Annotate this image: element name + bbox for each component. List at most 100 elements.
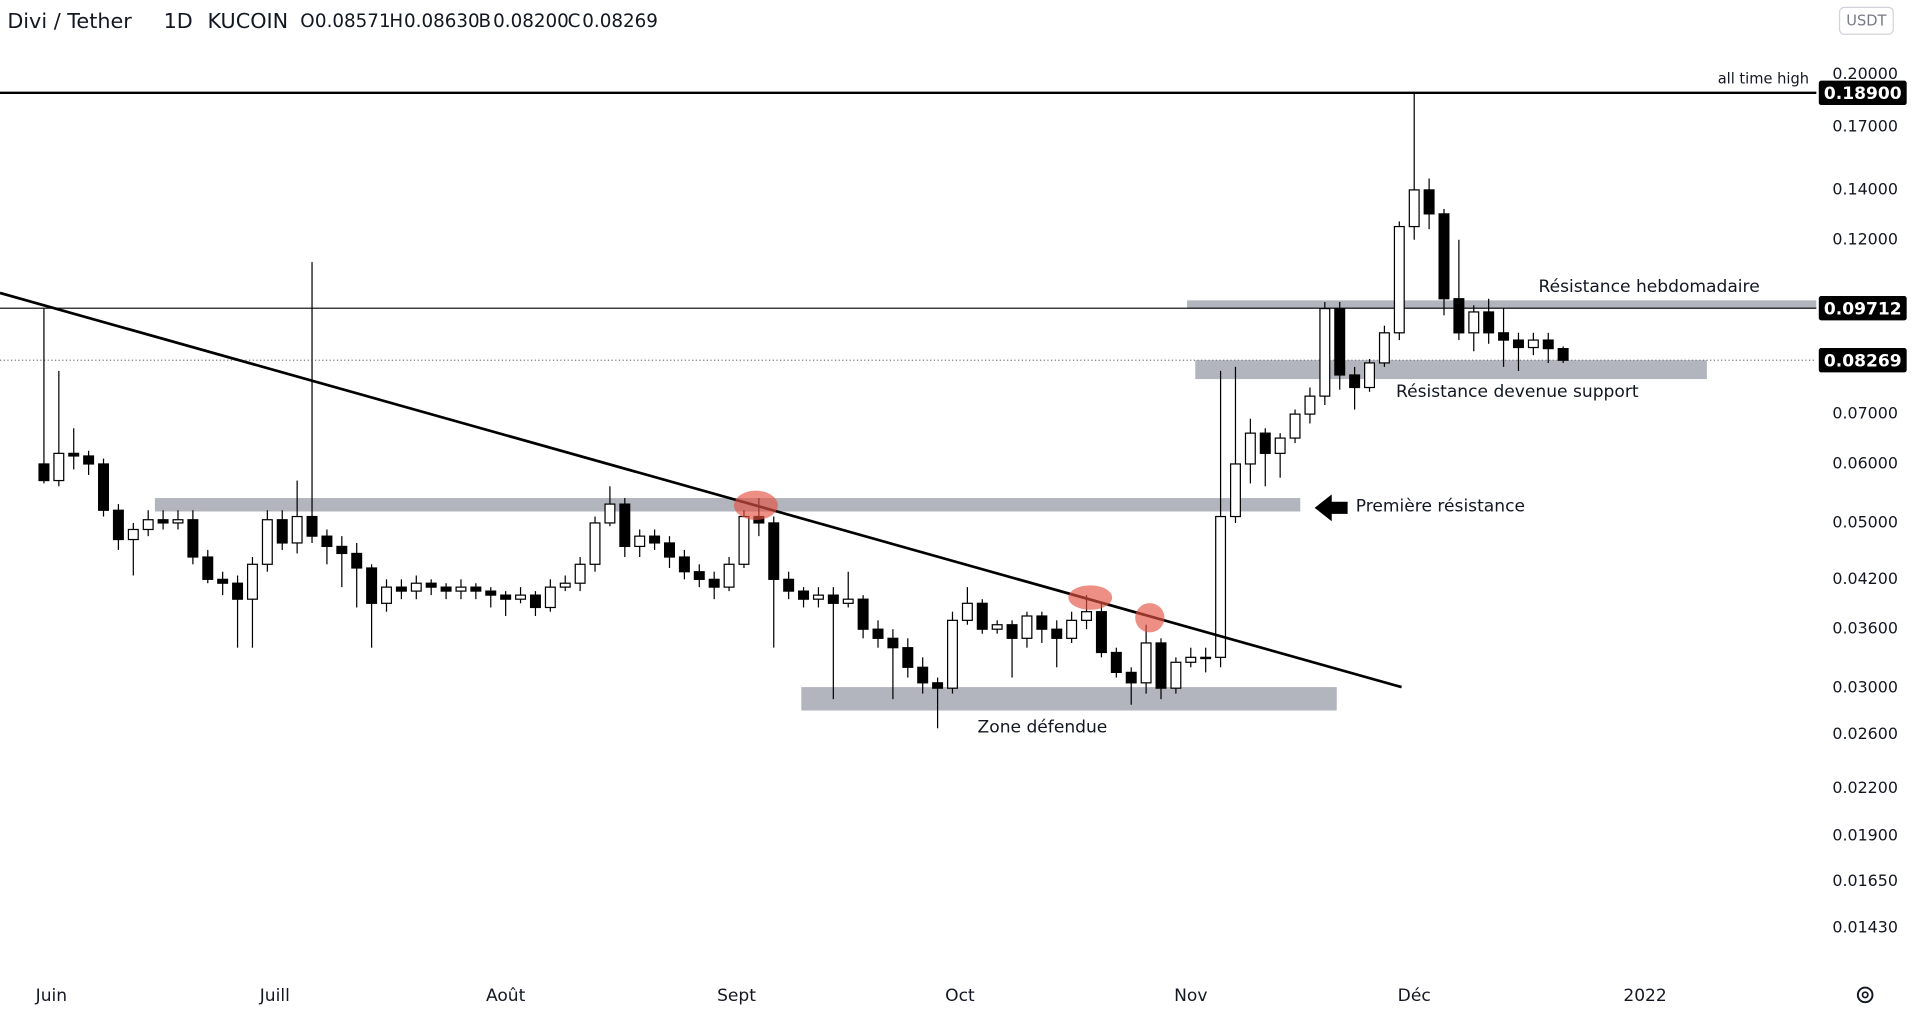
x-tick-label: Juill [259, 986, 290, 1006]
candle-body [366, 567, 378, 604]
candle-body [455, 586, 467, 592]
zone [154, 498, 1301, 512]
candle-body [1557, 348, 1569, 361]
candle-body [515, 594, 527, 600]
candle-body [425, 582, 437, 588]
y-tick-label: 0.20000 [1832, 64, 1898, 83]
candle-body [1319, 307, 1331, 397]
candle-body [1259, 432, 1271, 454]
highlight [1135, 603, 1165, 633]
price-label: 0.08269 [1824, 351, 1902, 371]
candle-body [1304, 395, 1316, 415]
candle-body [812, 594, 824, 600]
y-tick-label: 0.05000 [1832, 512, 1898, 531]
candle-body [634, 535, 646, 548]
candle-body [246, 563, 258, 600]
currency-button[interactable] [1838, 6, 1894, 35]
candle-body [932, 682, 944, 689]
candle-body [485, 590, 497, 596]
ohlc-key: O [300, 11, 314, 32]
candle-body [321, 535, 333, 548]
line-annotation: all time high [1718, 70, 1809, 87]
background [0, 91, 1817, 711]
candle-body [768, 522, 780, 580]
candle-body [142, 519, 154, 531]
candle-body [1155, 642, 1167, 689]
candle-body [336, 545, 348, 555]
candle-body [261, 519, 273, 565]
ohlc-value: 0.08200 [493, 11, 569, 32]
exchange: KUCOIN [208, 9, 289, 33]
candle-body [410, 582, 422, 592]
candle-body [1274, 437, 1286, 454]
candle-body [1527, 339, 1539, 349]
x-tick-label: Oct [945, 986, 975, 1006]
y-tick-label: 0.04200 [1832, 569, 1898, 588]
candle-body [917, 666, 929, 684]
candle-body [1423, 189, 1435, 215]
y-tick-label: 0.17000 [1832, 117, 1898, 136]
candle-body [1364, 362, 1376, 389]
price-label-box [1818, 348, 1907, 373]
zone-label: Résistance hebdomadaire [1538, 277, 1759, 297]
y-tick-label: 0.01430 [1832, 917, 1898, 936]
price-label-box [1818, 295, 1907, 321]
candle-body [1438, 213, 1450, 300]
currency-label[interactable]: USDT [1846, 12, 1886, 29]
candle-body [1349, 374, 1361, 389]
candle-body [1006, 624, 1018, 639]
candle-body [1066, 619, 1078, 639]
zone-label: Première résistance [1356, 497, 1525, 517]
candle-body [1393, 225, 1405, 334]
y-tick-label: 0.02200 [1832, 778, 1898, 797]
candle-body [738, 515, 750, 565]
x-tick-label: Juin [35, 986, 67, 1006]
candle-body [83, 455, 95, 465]
x-tick-label: Sept [717, 986, 756, 1006]
candle-body [976, 602, 988, 630]
candle-body [961, 602, 973, 621]
y-tick-label: 0.03600 [1832, 619, 1898, 638]
candle-body [1289, 413, 1301, 439]
candle-body [693, 571, 705, 580]
interval[interactable]: 1D [164, 9, 193, 33]
candle-body [887, 637, 899, 649]
candle-body [1334, 307, 1346, 376]
candle-body [619, 503, 631, 548]
candle-body [991, 624, 1003, 630]
zone [1187, 300, 1817, 309]
candle-body [1215, 515, 1227, 658]
candle-body [664, 542, 675, 558]
candle-body [1468, 311, 1480, 334]
candle-body [1170, 661, 1182, 689]
candle-body [1512, 339, 1524, 349]
ohlc-value: 0.08630 [404, 11, 480, 32]
candle-body [1542, 339, 1554, 350]
candle-body [708, 578, 720, 588]
candle-body [574, 563, 586, 584]
x-tick-label: 2022 [1623, 986, 1666, 1006]
settings-icon[interactable] [1856, 986, 1874, 1004]
x-tick-label: Août [486, 986, 526, 1006]
zone-label: Résistance devenue support [1396, 382, 1639, 402]
candle-body [1453, 298, 1465, 334]
candle-body [1021, 615, 1033, 639]
candle-body [1110, 651, 1122, 674]
candle-body [217, 578, 229, 584]
candle-body [1244, 432, 1256, 465]
trendline [0, 291, 1402, 689]
candle-body [202, 556, 214, 580]
candle-body [112, 509, 124, 541]
y-tick-label: 0.06000 [1832, 453, 1898, 472]
candle-body [500, 594, 512, 600]
candle-body [827, 594, 839, 604]
ohlc-value: 0.08269 [582, 11, 658, 32]
y-tick-label: 0.07000 [1832, 404, 1898, 423]
candle-body [38, 463, 50, 482]
candle-body [1498, 332, 1510, 341]
ohlc-key: H [389, 11, 403, 32]
candle-body [678, 556, 690, 573]
candle-body [529, 594, 541, 609]
candle-body [276, 519, 288, 544]
